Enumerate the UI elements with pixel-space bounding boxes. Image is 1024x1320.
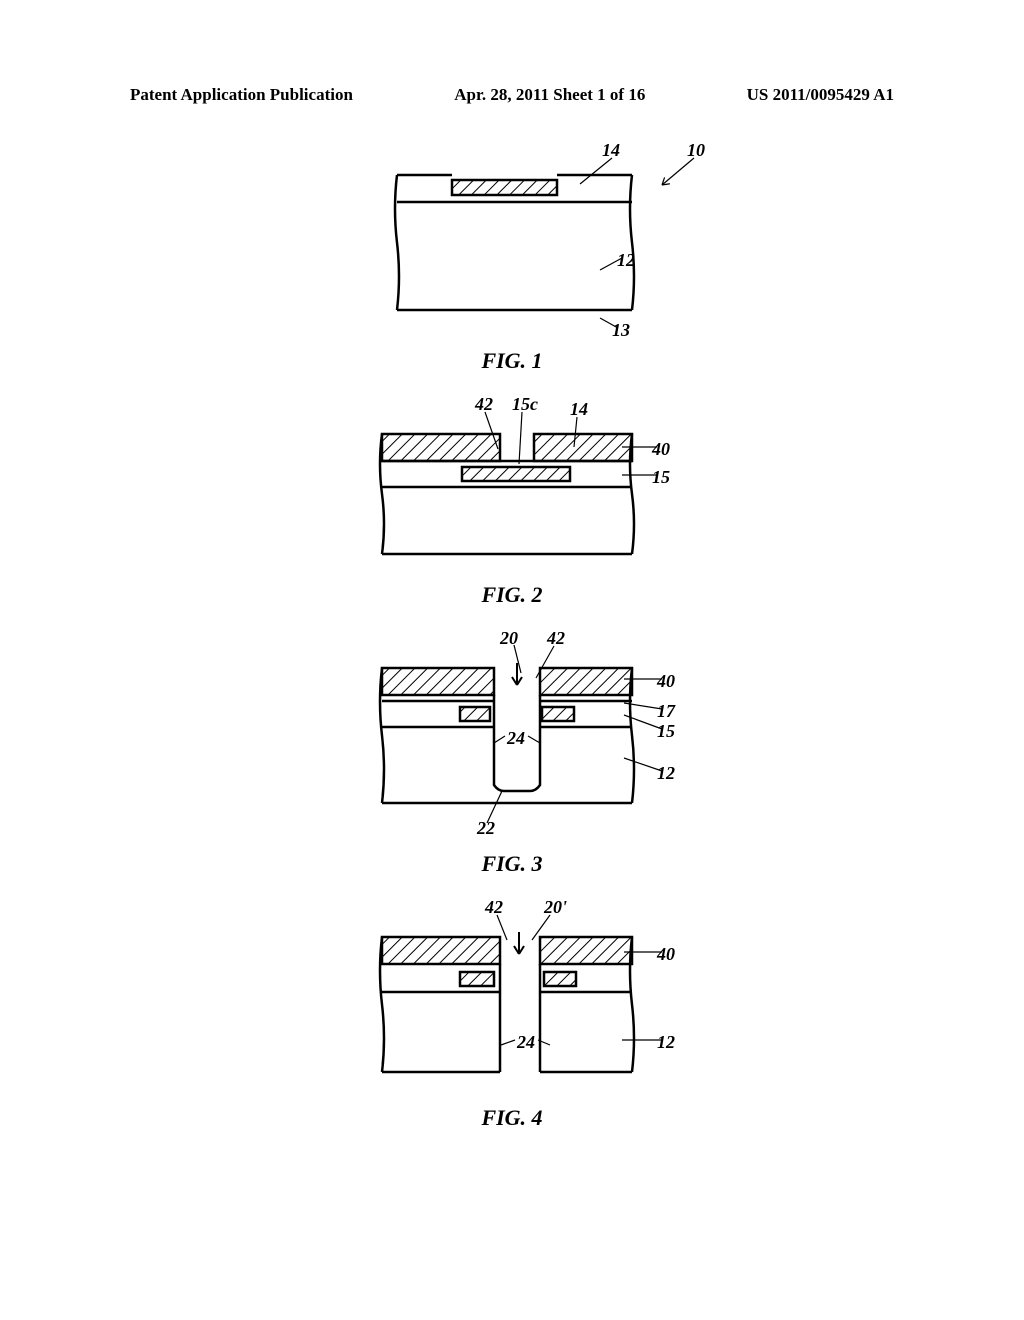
reference-label: 20 [500, 628, 518, 649]
reference-label: 24 [507, 728, 525, 749]
reference-label: 12 [657, 763, 675, 784]
header-right: US 2011/0095429 A1 [747, 85, 894, 105]
page-header: Patent Application Publication Apr. 28, … [0, 85, 1024, 105]
reference-label: 40 [657, 671, 675, 692]
reference-label: 40 [657, 944, 675, 965]
figure-caption: FIG. 2 [322, 582, 702, 608]
figure-4-svg [322, 902, 702, 1097]
figure-2-block: 4215c144015FIG. 2 [322, 399, 702, 608]
figure-4-block: 4220'402412FIG. 4 [322, 902, 702, 1131]
figures-container: 14 10 12 13 FIG. 1 42 15c 14 40 15 FIG. 2 20 42 40 1… [0, 140, 1024, 1156]
reference-label: 12 [617, 250, 635, 271]
reference-label: 14 [602, 140, 620, 161]
reference-label: 42 [485, 897, 503, 918]
figure-3-block: 2042401715122422FIG. 3 [322, 633, 702, 877]
reference-label: 13 [612, 320, 630, 341]
reference-label: 22 [477, 818, 495, 839]
reference-label: 20' [544, 897, 567, 918]
reference-label: 14 [570, 399, 588, 420]
reference-label: 15 [652, 467, 670, 488]
reference-label: 42 [547, 628, 565, 649]
reference-label: 15c [512, 394, 538, 415]
reference-label: 42 [475, 394, 493, 415]
figure-1-block: 14 10 12 13 FIG. 1 [322, 140, 702, 374]
figure-caption: FIG. 1 [322, 348, 702, 374]
reference-label: 40 [652, 439, 670, 460]
header-left: Patent Application Publication [130, 85, 353, 105]
figure-1-svg [322, 140, 702, 340]
header-center: Apr. 28, 2011 Sheet 1 of 16 [454, 85, 645, 105]
figure-caption: FIG. 3 [322, 851, 702, 877]
reference-label: 24 [517, 1032, 535, 1053]
reference-label: 12 [657, 1032, 675, 1053]
reference-label: 15 [657, 721, 675, 742]
figure-caption: FIG. 4 [322, 1105, 702, 1131]
figure-2-svg [322, 399, 702, 574]
reference-label: 17 [657, 701, 675, 722]
reference-label: 10 [687, 140, 705, 161]
